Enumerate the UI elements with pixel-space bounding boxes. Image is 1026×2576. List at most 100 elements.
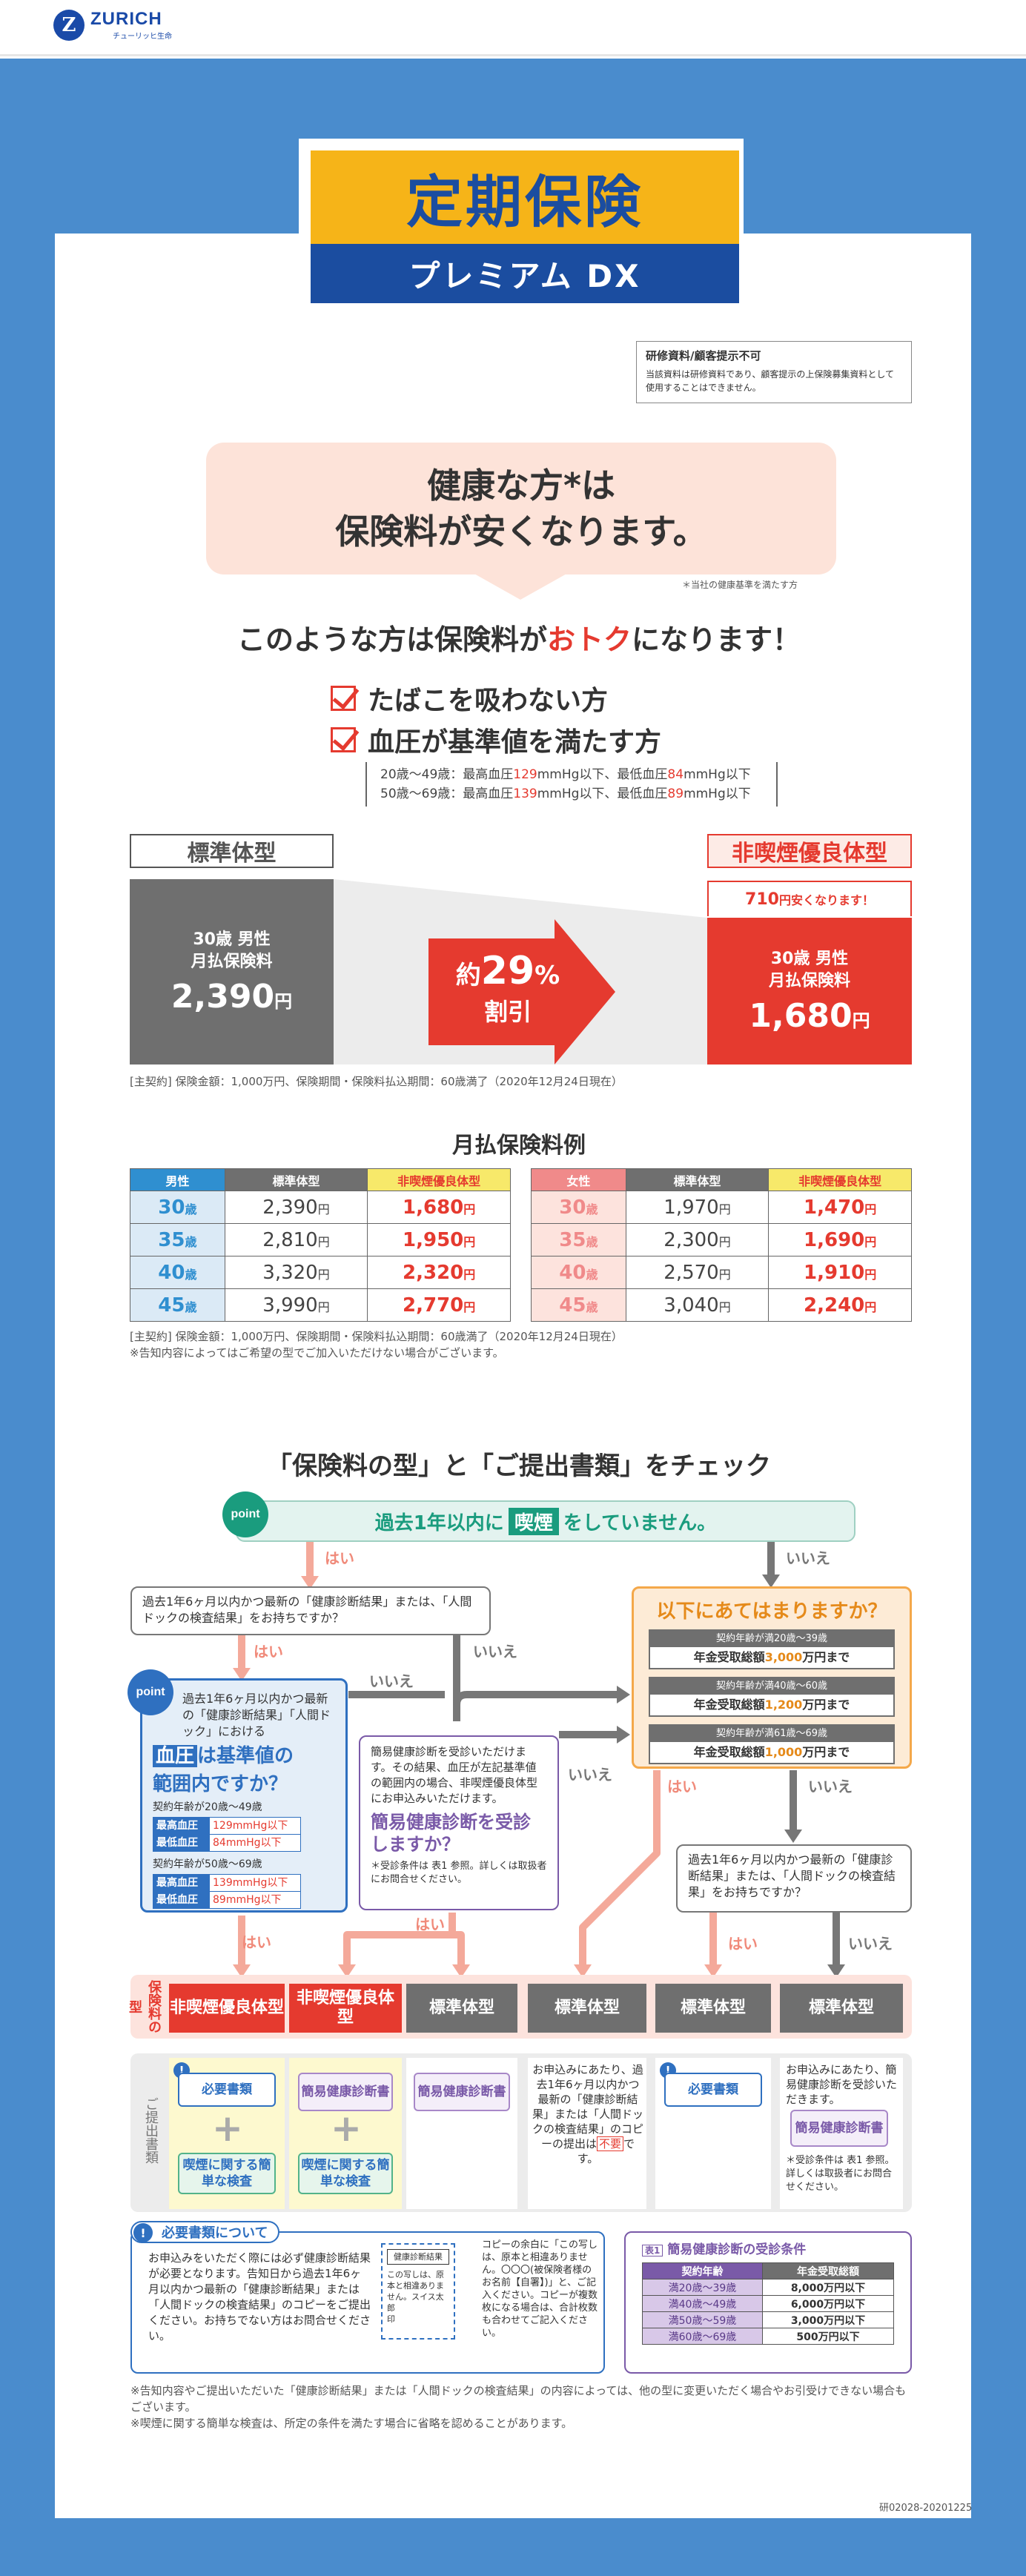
- age-unit: 歳: [185, 1299, 197, 1314]
- female-premium-table: 女性 標準体型 非喫煙優良体型 30歳 1,970円 1,470円 35歳 2,…: [531, 1168, 912, 1322]
- bp-line1-max: 129: [513, 767, 537, 782]
- conditions-title-post: になります！: [632, 623, 801, 656]
- eligibility-header: 契約年齢が満20歳〜39歳: [650, 1631, 893, 1647]
- doc-text-4-post: です。: [577, 2137, 635, 2165]
- bp-group1-label: 契約年齢が20歳〜49歳: [153, 1801, 262, 1813]
- ns-cell: 1,950: [403, 1228, 464, 1251]
- table-row: 40歳 2,570円 1,910円: [531, 1256, 912, 1289]
- yen-unit: 円: [317, 1234, 330, 1249]
- bp-q1: は基準値の: [197, 1745, 294, 1767]
- std-header: 標準体型: [224, 1168, 368, 1191]
- age-cell: 35: [158, 1228, 185, 1251]
- age-unit: 歳: [586, 1234, 598, 1249]
- type-cell: 非喫煙優良体型: [289, 1984, 402, 2033]
- condition-label: たばこを吸わない方: [368, 686, 609, 716]
- logo-text: ZURICH: [90, 9, 162, 29]
- simple-note: ＊受診条件は 表1 参照。詳しくは取扱者にお問合せください。: [371, 1861, 547, 1885]
- eligibility-pre: 年金受取総額: [693, 1745, 765, 1759]
- eligibility-post: 万円まで: [802, 1698, 850, 1712]
- condition-label: 血圧が基準値を満たす方: [368, 727, 662, 758]
- ns-price-value: 1,680: [749, 996, 853, 1035]
- age-cell: 45: [158, 1294, 185, 1317]
- table-row: 35歳 2,810円 1,950円: [130, 1223, 511, 1256]
- table1-amount: 3,000万円以下: [761, 2311, 895, 2328]
- eligibility-title: 以下にあてはまりますか？: [656, 1600, 887, 1623]
- male-premium-table: 男性 標準体型 非喫煙優良体型 30歳 2,390円 1,680円 35歳 2,…: [130, 1168, 511, 1322]
- savings-text: 円安くなります！: [778, 893, 874, 907]
- std-price: 2,390円: [171, 978, 292, 1016]
- table1-title-text: 簡易健康診断の受診条件: [667, 2242, 807, 2257]
- table1-amount: 500万円以下: [761, 2328, 895, 2345]
- required-docs-button[interactable]: 必要書類: [178, 2073, 276, 2107]
- no-label: いいえ: [808, 1778, 853, 1795]
- std-cell: 3,320: [262, 1261, 318, 1284]
- yen-unit: 円: [718, 1234, 731, 1249]
- yen-unit: 円: [864, 1202, 877, 1216]
- bp-min-label: 最低血圧: [153, 1834, 210, 1852]
- yen-unit: 円: [718, 1267, 731, 1282]
- required-docs-button[interactable]: 必要書類: [664, 2073, 762, 2107]
- table1-tag: 表1: [642, 2245, 663, 2257]
- smoking-question: 過去1年以内に 喫煙 をしていません。: [236, 1500, 855, 1542]
- simple-checkup-doc-button[interactable]: 簡易健康診断書: [414, 2073, 510, 2111]
- monthly-footnote1: [主契約] 保険金額：1,000万円、保険期間・保険料払込期間：60歳満了（20…: [130, 1330, 623, 1343]
- type-cell: 標準体型: [406, 1984, 517, 2033]
- doc-text-6: お申込みにあたり、簡易健康診断を受診いただきます。: [786, 2063, 898, 2106]
- bubble-tail: [473, 573, 568, 600]
- condition-item-nonsmoker: たばこを吸わない方: [331, 679, 608, 718]
- bp-line2-min: 89: [667, 787, 684, 801]
- table-row: 満50歳〜59歳 3,000万円以下: [642, 2311, 895, 2328]
- bp-line2-post: mmHg以下: [684, 787, 751, 801]
- table-row: 30歳 1,970円 1,470円: [531, 1191, 912, 1224]
- ns-cell: 2,770: [403, 1294, 464, 1317]
- discount-pre: 約: [455, 961, 481, 990]
- zurich-logo[interactable]: Z ZURICH チューリッヒ生命: [53, 9, 172, 41]
- stamp-title: 健康診断結果: [387, 2249, 449, 2265]
- bp-min-label: 最低血圧: [153, 1891, 210, 1909]
- discount-unit: %: [534, 961, 560, 990]
- ns-cell: 1,910: [804, 1261, 865, 1284]
- age-unit: 歳: [586, 1299, 598, 1314]
- headline-note: ＊当社の健康基準を満たす方: [682, 580, 798, 590]
- table-row: 満40歳〜49歳 6,000万円以下: [642, 2295, 895, 2312]
- simple-checkup-doc-button[interactable]: 簡易健康診断書: [298, 2073, 393, 2111]
- savings-amount: 710: [745, 890, 779, 909]
- eligibility-post: 万円まで: [802, 1745, 850, 1759]
- stamp-body: この写しは、原本と相違ありません。スイス太郎: [387, 2270, 444, 2313]
- conditions-title-pre: このような方は保険料が: [236, 623, 547, 656]
- savings-badge: 710 円安くなります！: [707, 881, 912, 916]
- bp-intro: 過去1年6ヶ月以内かつ最新の「健康診断結果」「人間ドック」における: [182, 1692, 331, 1738]
- yen-unit: 円: [463, 1234, 476, 1249]
- std-cell: 2,570: [663, 1261, 719, 1284]
- no-label: いいえ: [848, 1935, 893, 1953]
- no-label: いいえ: [568, 1766, 612, 1784]
- nonsmoker-premium-box: 30歳 男性 月払保険料 1,680円: [707, 918, 912, 1064]
- std-line2: 月払保険料: [191, 952, 273, 971]
- simple-checkup-doc-button[interactable]: 簡易健康診断書: [790, 2110, 888, 2147]
- type-cell: 非喫煙優良体型: [169, 1984, 285, 2033]
- table1-age: 満50歳〜59歳: [642, 2311, 763, 2328]
- no-label: いいえ: [369, 1672, 414, 1690]
- smoking-test-button[interactable]: 喫煙に関する簡単な検査: [178, 2153, 276, 2194]
- table1-title: 表1 簡易健康診断の受診条件: [642, 2239, 806, 2257]
- age-cell: 30: [559, 1196, 586, 1219]
- smoking-test-button[interactable]: 喫煙に関する簡単な検査: [298, 2153, 393, 2194]
- logo-subtext: チューリッヒ生命: [113, 33, 172, 41]
- yen-unit: 円: [274, 990, 293, 1012]
- monthly-footnote2: ※告知内容によってはご希望の型でご加入いただけない場合がございます。: [130, 1346, 504, 1360]
- copy-stamp-sample: 健康診断結果 この写しは、原本と相違ありません。スイス太郎 印: [381, 2243, 455, 2340]
- yen-unit: 円: [718, 1202, 731, 1216]
- ns-header: 非喫煙優良体型: [367, 1168, 511, 1191]
- bp-q2: 範囲内ですか？: [153, 1773, 288, 1795]
- yen-unit: 円: [864, 1234, 877, 1249]
- yes-label: はい: [254, 1643, 283, 1661]
- checkbox-icon: [331, 686, 356, 711]
- zurich-logo-icon: Z: [53, 9, 85, 41]
- smoke-highlight: 喫煙: [508, 1507, 559, 1535]
- eligibility-value: 3,000: [764, 1650, 803, 1664]
- yen-unit: 円: [317, 1299, 330, 1314]
- table-row: 満60歳〜69歳 500万円以下: [642, 2328, 895, 2345]
- yen-unit: 円: [317, 1202, 330, 1216]
- conditions-title-emph: おトク: [546, 623, 632, 656]
- bp-criteria-note: 20歳〜49歳：最高血圧129mmHg以下、最低血圧84mmHg以下 50歳〜6…: [365, 762, 778, 807]
